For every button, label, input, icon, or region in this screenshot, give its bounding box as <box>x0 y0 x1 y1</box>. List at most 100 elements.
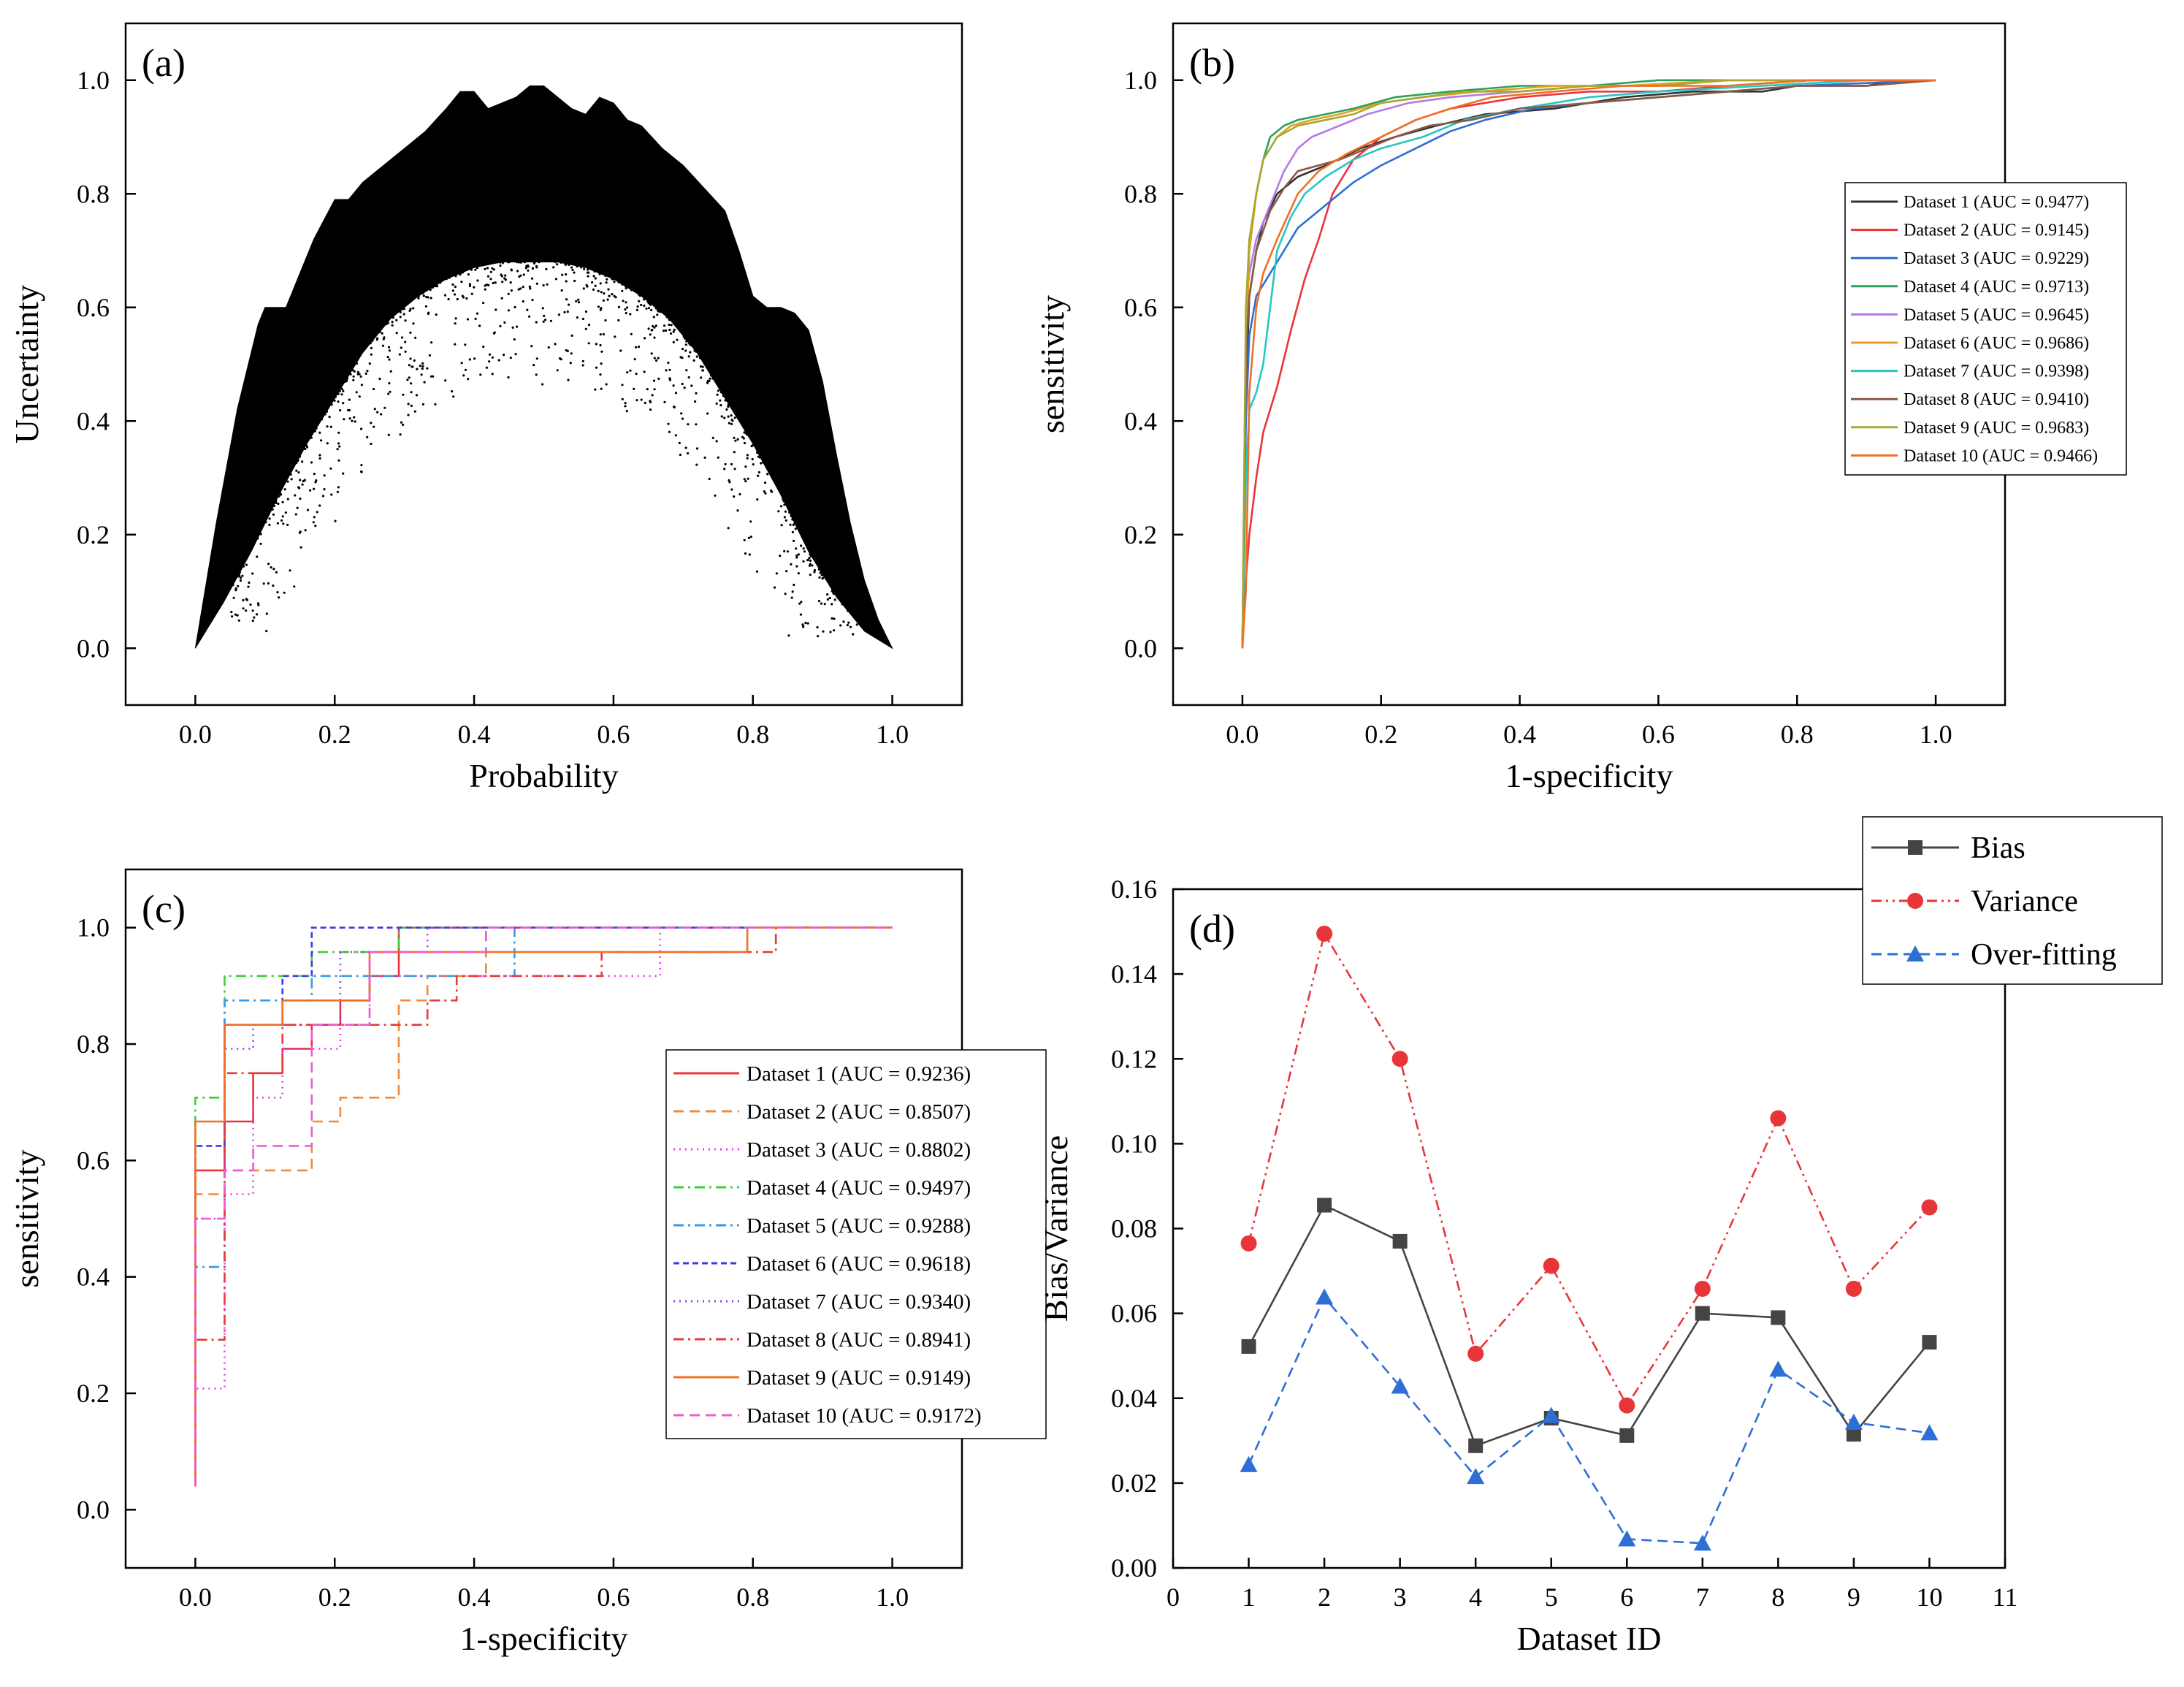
x-tick-label: 11 <box>1993 1583 2018 1612</box>
scatter-point <box>599 343 602 347</box>
scatter-point <box>360 384 363 386</box>
y-tick-label: 0.02 <box>1111 1469 1157 1498</box>
y-axis-title: sensitivity <box>8 1149 45 1287</box>
scatter-point <box>526 308 529 311</box>
scatter-point <box>404 350 407 353</box>
scatter-point <box>245 598 248 601</box>
scatter-point <box>267 563 270 565</box>
scatter-point <box>727 527 730 530</box>
scatter-point <box>275 501 278 505</box>
scatter-point <box>794 528 797 530</box>
scatter-point <box>401 336 404 339</box>
scatter-point <box>386 356 389 359</box>
y-tick-label: 1.0 <box>77 913 110 942</box>
x-tick-label: 0.8 <box>736 1583 769 1612</box>
scatter-point <box>730 414 733 417</box>
scatter-point <box>625 285 627 288</box>
scatter-point <box>701 365 704 368</box>
scatter-point <box>318 454 321 457</box>
scatter-point <box>310 461 313 464</box>
scatter-point <box>544 319 547 321</box>
data-point <box>1240 1235 1257 1252</box>
scatter-point <box>462 374 465 377</box>
legend-label: Dataset 3 (AUC = 0.9229) <box>1904 249 2089 268</box>
scatter-point <box>597 305 600 308</box>
scatter-point <box>234 587 237 590</box>
legend-label: Dataset 4 (AUC = 0.9497) <box>747 1176 971 1200</box>
scatter-point <box>577 301 581 304</box>
scatter-point <box>289 473 292 476</box>
scatter-point <box>795 565 798 568</box>
scatter-point <box>642 298 646 301</box>
scatter-point <box>262 582 265 585</box>
series-line <box>1241 79 1936 649</box>
scatter-point <box>800 544 803 547</box>
scatter-point <box>500 297 503 300</box>
scatter-point <box>489 278 492 281</box>
series-line <box>194 926 893 1487</box>
scatter-point <box>347 408 350 412</box>
scatter-point <box>603 292 606 295</box>
scatter-point <box>337 389 340 393</box>
scatter-point <box>556 369 559 372</box>
scatter-point <box>730 422 733 426</box>
scatter-point <box>624 405 627 408</box>
legend-item: Dataset 7 (AUC = 0.9340) <box>673 1290 971 1314</box>
scatter-point <box>509 281 512 284</box>
scatter-point <box>541 383 544 386</box>
scatter-point <box>587 268 589 271</box>
scatter-point <box>791 530 794 533</box>
scatter-point <box>517 261 520 264</box>
scatter-point <box>231 615 234 618</box>
scatter-point <box>795 556 798 559</box>
scatter-point <box>515 261 518 264</box>
series-line <box>194 926 893 1487</box>
scatter-point <box>275 500 278 503</box>
scatter-point <box>272 568 275 571</box>
scatter-point <box>535 264 538 267</box>
scatter-point <box>281 500 284 503</box>
scatter-point <box>470 268 473 271</box>
series-bias <box>1241 1197 1937 1453</box>
scatter-point <box>391 321 394 324</box>
scatter-point <box>611 293 614 296</box>
scatter-point <box>315 479 318 482</box>
scatter-point <box>545 267 548 270</box>
scatter-point <box>604 319 607 322</box>
scatter-point <box>439 281 442 284</box>
legend: Dataset 1 (AUC = 0.9477) Dataset 2 (AUC =… <box>1844 182 2127 476</box>
scatter-point <box>841 603 844 606</box>
data-point <box>1467 1345 1484 1362</box>
scatter-point <box>829 631 832 633</box>
scatter-point <box>283 488 286 491</box>
scatter-point <box>507 309 511 312</box>
scatter-point <box>389 370 392 373</box>
legend-item: Dataset 9 (AUC = 0.9149) <box>673 1366 971 1390</box>
scatter-point <box>629 369 632 372</box>
scatter-point <box>429 375 433 378</box>
x-tick-label: 1.0 <box>876 720 909 749</box>
scatter-point <box>699 365 703 368</box>
scatter-point <box>337 442 340 445</box>
scatter-point <box>402 393 405 396</box>
y-tick-label: 0.0 <box>77 633 110 663</box>
scatter-point <box>474 317 477 320</box>
scatter-point <box>535 357 538 360</box>
x-tick-label: 0.2 <box>318 720 351 749</box>
scatter-point <box>486 267 489 270</box>
scatter-point <box>600 350 603 353</box>
scatter-point <box>297 471 300 474</box>
legend-item: Variance <box>1871 885 2078 918</box>
scatter-point <box>268 517 271 520</box>
scatter-point <box>399 316 402 319</box>
scatter-point <box>653 388 656 391</box>
scatter-point <box>715 402 718 405</box>
scatter-point <box>299 546 302 549</box>
scatter-point <box>310 436 313 439</box>
scatter-point <box>849 625 852 628</box>
scatter-point <box>817 635 820 638</box>
scatter-point <box>600 307 603 310</box>
scatter-point <box>557 313 561 316</box>
scatter-point <box>783 549 786 553</box>
scatter-point <box>355 362 359 365</box>
